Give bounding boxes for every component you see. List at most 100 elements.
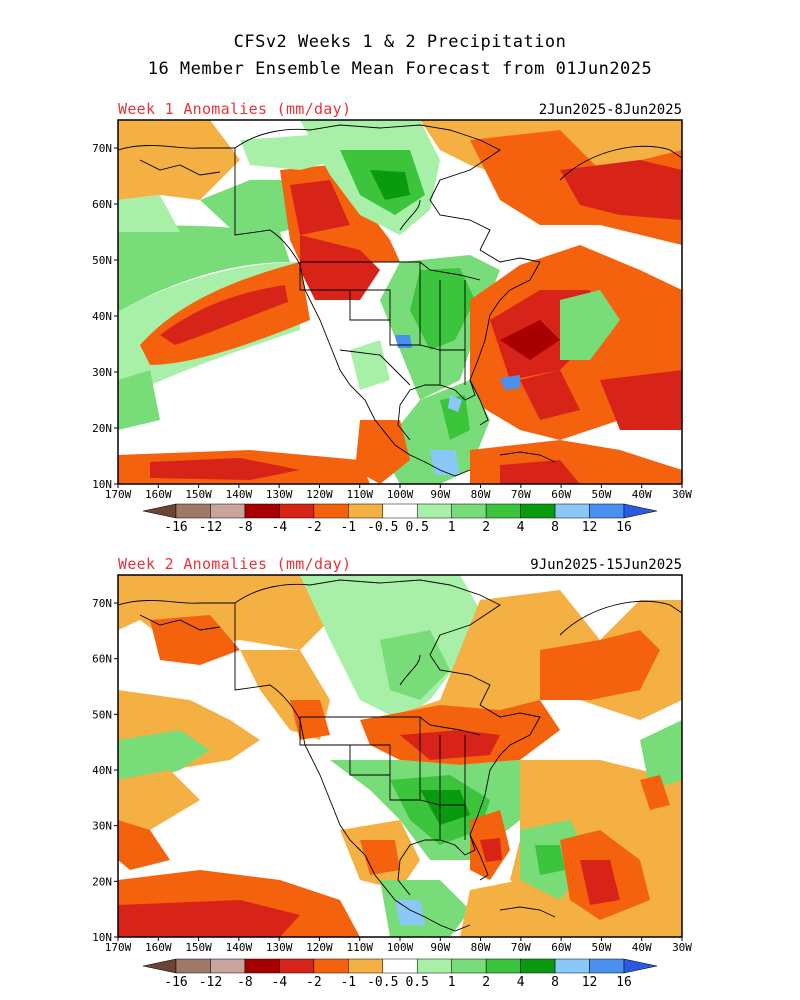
week2-colorbar-label: -0.5 xyxy=(367,975,398,990)
week1-colorbar-label: 0.5 xyxy=(405,520,428,535)
week1-x-tick-label: 90W xyxy=(430,488,450,501)
week1-x-tick-label: 40W xyxy=(632,488,652,501)
week2-x-tick-label: 100W xyxy=(387,941,414,954)
week1-colorbar-label: -1 xyxy=(340,520,356,535)
week1-x-tick-label: 70W xyxy=(511,488,531,501)
week1-colorbar-bin xyxy=(279,503,315,519)
week2-colorbar-label: -8 xyxy=(237,975,253,990)
week2-panel: Week 2 Anomalies (mm/day) 9Jun2025-15Jun… xyxy=(92,555,692,990)
week2-colorbar-label: -2 xyxy=(306,975,322,990)
week1-y-tick-label: 30N xyxy=(92,366,112,379)
week2-colorbar-label: 16 xyxy=(616,975,632,990)
week1-x-tick-label: 60W xyxy=(551,488,571,501)
week2-colorbar-bin xyxy=(485,958,521,974)
week2-y-tick-label: 30N xyxy=(92,820,112,833)
week1-colorbar-label: -0.5 xyxy=(367,520,398,535)
week2-x-tick-label: 170W xyxy=(105,941,132,954)
week2-colorbar-bin xyxy=(279,958,315,974)
week2-x-tick-label: 60W xyxy=(551,941,571,954)
week1-x-tick-label: 130W xyxy=(266,488,293,501)
week2-colorbar-label: 1 xyxy=(448,975,456,990)
week1-colorbar-label: 16 xyxy=(616,520,632,535)
week1-colorbar-bin xyxy=(485,503,521,519)
week2-colorbar-bin xyxy=(589,958,625,974)
week1-colorbar-bin xyxy=(451,503,487,519)
week1-colorbar-high-arrow xyxy=(623,503,658,519)
week2-colorbar: -16 -12 -8 -4 -2 -1 -0.5 0.5 1 2 4 8 12 16 xyxy=(142,958,658,990)
week2-colorbar-bin xyxy=(175,958,211,974)
week2-x-tick-label: 50W xyxy=(591,941,611,954)
week2-colorbar-label: -4 xyxy=(272,975,288,990)
week2-colorbar-label: 12 xyxy=(582,975,598,990)
week1-date-range: 2Jun2025-8Jun2025 xyxy=(539,102,682,118)
week1-y-tick-label: 20N xyxy=(92,422,112,435)
week2-y-tick-label: 40N xyxy=(92,764,112,777)
week1-colorbar-bin xyxy=(416,503,452,519)
week1-colorbar-low-arrow xyxy=(142,503,177,519)
week1-colorbar-label: 8 xyxy=(551,520,559,535)
week2-y-tick-label: 10N xyxy=(92,931,112,944)
week2-colorbar-bin xyxy=(451,958,487,974)
week1-x-tick-label: 110W xyxy=(346,488,373,501)
week2-x-tick-label: 130W xyxy=(266,941,293,954)
week2-colorbar-high-arrow xyxy=(623,958,658,974)
week2-colorbar-bin xyxy=(313,958,349,974)
week2-colorbar-labels: -16 -12 -8 -4 -2 -1 -0.5 0.5 1 2 4 8 12 16 xyxy=(164,975,632,990)
figure-title-line1: CFSv2 Weeks 1 & 2 Precipitation xyxy=(234,32,567,52)
week2-x-tick-label: 30W xyxy=(672,941,692,954)
week2-colorbar-bin xyxy=(244,958,280,974)
week2-y-tick-label: 50N xyxy=(92,708,112,721)
week1-colorbar-bin xyxy=(244,503,280,519)
week2-colorbar-label: 8 xyxy=(551,975,559,990)
week2-colorbar-bins xyxy=(175,958,625,974)
week1-anomaly-title: Week 1 Anomalies (mm/day) xyxy=(118,100,351,118)
week1-colorbar: -16 -12 -8 -4 -2 -1 -0.5 0.5 1 2 4 8 12 16 xyxy=(142,503,658,535)
week2-date-range: 9Jun2025-15Jun2025 xyxy=(530,557,682,573)
week1-colorbar-label: 12 xyxy=(582,520,598,535)
week1-anomaly-field xyxy=(118,120,682,484)
week1-y-tick-label: 40N xyxy=(92,310,112,323)
week1-colorbar-label: -4 xyxy=(272,520,288,535)
week2-x-tick-label: 140W xyxy=(226,941,253,954)
week1-y-tick-label: 70N xyxy=(92,142,112,155)
week2-coastlines xyxy=(118,579,682,932)
week1-colorbar-label: 4 xyxy=(517,520,525,535)
week2-x-tick-label: 90W xyxy=(430,941,450,954)
week2-axis-ticks: 170W 160W 150W 140W 130W 120W 110W 100W 90W 80W 70… xyxy=(92,597,692,954)
week1-x-tick-label: 120W xyxy=(306,488,333,501)
week1-colorbar-label: -16 xyxy=(164,520,187,535)
week2-anomaly-title: Week 2 Anomalies (mm/day) xyxy=(118,555,351,573)
week2-colorbar-bin xyxy=(416,958,452,974)
week1-colorbar-bin xyxy=(554,503,590,519)
week1-colorbar-bin xyxy=(382,503,418,519)
week2-x-tick-label: 120W xyxy=(306,941,333,954)
week1-colorbar-bins xyxy=(175,503,625,519)
week2-y-tick-label: 60N xyxy=(92,653,112,666)
week2-colorbar-bin xyxy=(554,958,590,974)
week2-x-tick-label: 110W xyxy=(346,941,373,954)
week1-colorbar-label: 2 xyxy=(482,520,490,535)
week1-colorbar-label: -2 xyxy=(306,520,322,535)
week2-colorbar-label: 0.5 xyxy=(405,975,428,990)
week2-x-tick-label: 40W xyxy=(632,941,652,954)
week2-colorbar-bin xyxy=(382,958,418,974)
week2-colorbar-bin xyxy=(520,958,556,974)
week2-x-tick-label: 80W xyxy=(471,941,491,954)
week1-x-tick-label: 100W xyxy=(387,488,414,501)
week1-colorbar-bin xyxy=(348,503,384,519)
week1-colorbar-labels: -16 -12 -8 -4 -2 -1 -0.5 0.5 1 2 4 8 12 16 xyxy=(164,520,632,535)
week1-x-tick-label: 160W xyxy=(145,488,172,501)
week1-x-tick-label: 140W xyxy=(226,488,253,501)
week2-colorbar-bin xyxy=(348,958,384,974)
week1-colorbar-label: 1 xyxy=(448,520,456,535)
week1-y-tick-label: 60N xyxy=(92,198,112,211)
week1-colorbar-label: -8 xyxy=(237,520,253,535)
week1-colorbar-bin xyxy=(210,503,246,519)
figure-title-line2: 16 Member Ensemble Mean Forecast from 01… xyxy=(148,59,653,79)
week1-colorbar-bin xyxy=(175,503,211,519)
week1-y-tick-label: 50N xyxy=(92,254,112,267)
week1-x-tick-label: 30W xyxy=(672,488,692,501)
week2-colorbar-label: -16 xyxy=(164,975,187,990)
week2-anomaly-field xyxy=(118,575,682,937)
